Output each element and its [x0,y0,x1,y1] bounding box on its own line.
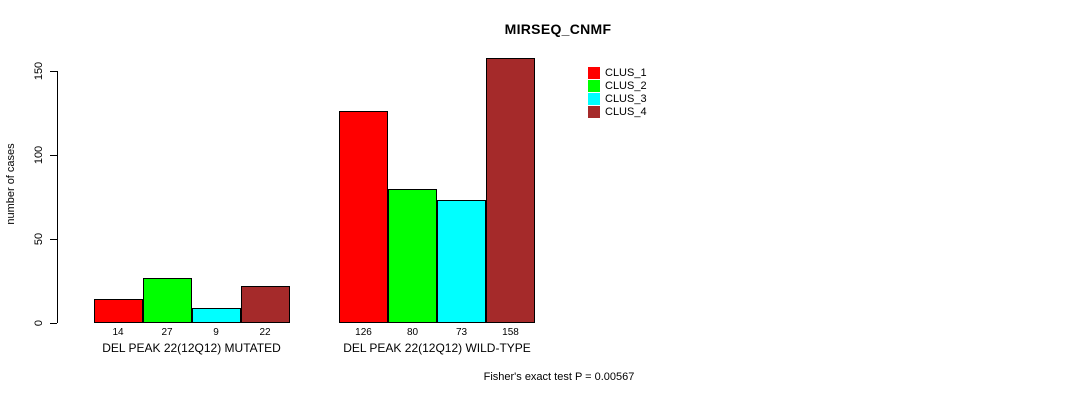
legend-swatch-clus_3 [588,92,600,105]
bar-value-label: 73 [455,327,468,338]
legend-label: CLUS_4 [605,105,647,118]
x-group-label: DEL PEAK 22(12Q12) WILD-TYPE [343,341,531,355]
bar-value-label: 126 [355,327,372,338]
legend-item-clus_3: CLUS_3 [588,92,647,105]
y-axis-tick-0 [50,322,57,324]
bar-group1-clus_2 [142,277,192,323]
bar-value-label: 158 [502,327,519,338]
legend-swatch-clus_1 [588,66,600,79]
bar-group2-clus_1 [339,111,388,323]
bar-group1-clus_4 [240,286,290,323]
y-axis-tick-label-150: 150 [33,61,45,81]
bar-value-label: 9 [213,327,219,338]
legend-label: CLUS_1 [605,66,647,79]
legend-item-clus_2: CLUS_2 [588,79,647,92]
legend-swatch-clus_4 [588,105,600,118]
y-axis-tick-label-100: 100 [33,145,45,165]
bar-value-label: 22 [259,327,271,338]
bar-group1-clus_1 [93,299,143,323]
y-axis-tick-label-0: 0 [33,319,45,327]
x-group-label: DEL PEAK 22(12Q12) MUTATED [102,341,281,355]
bar-value-label: 27 [161,327,173,338]
y-axis-tick-label-50: 50 [33,232,45,246]
y-axis-tick-100 [50,154,57,156]
legend-swatch-clus_2 [588,79,600,92]
bar-group2-clus_4 [486,57,535,323]
bar-value-label: 14 [112,327,124,338]
bar-group2-clus_3 [437,200,486,323]
fisher-test-annotation: Fisher's exact test P = 0.00567 [483,371,635,383]
y-axis-tick-50 [50,238,57,240]
y-axis-tick-150 [50,70,57,72]
bar-group2-clus_2 [388,188,437,323]
legend-label: CLUS_3 [605,92,647,105]
legend-label: CLUS_2 [605,79,647,92]
chart-title: MIRSEQ_CNMF [504,21,612,37]
bar-value-label: 80 [406,327,419,338]
legend-item-clus_4: CLUS_4 [588,105,647,118]
y-axis-label: number of cases [5,143,17,225]
bar-group1-clus_3 [191,307,241,323]
legend: CLUS_1 CLUS_2 CLUS_3 CLUS_4 [588,66,647,118]
y-axis-line [57,71,58,323]
legend-item-clus_1: CLUS_1 [588,66,647,79]
